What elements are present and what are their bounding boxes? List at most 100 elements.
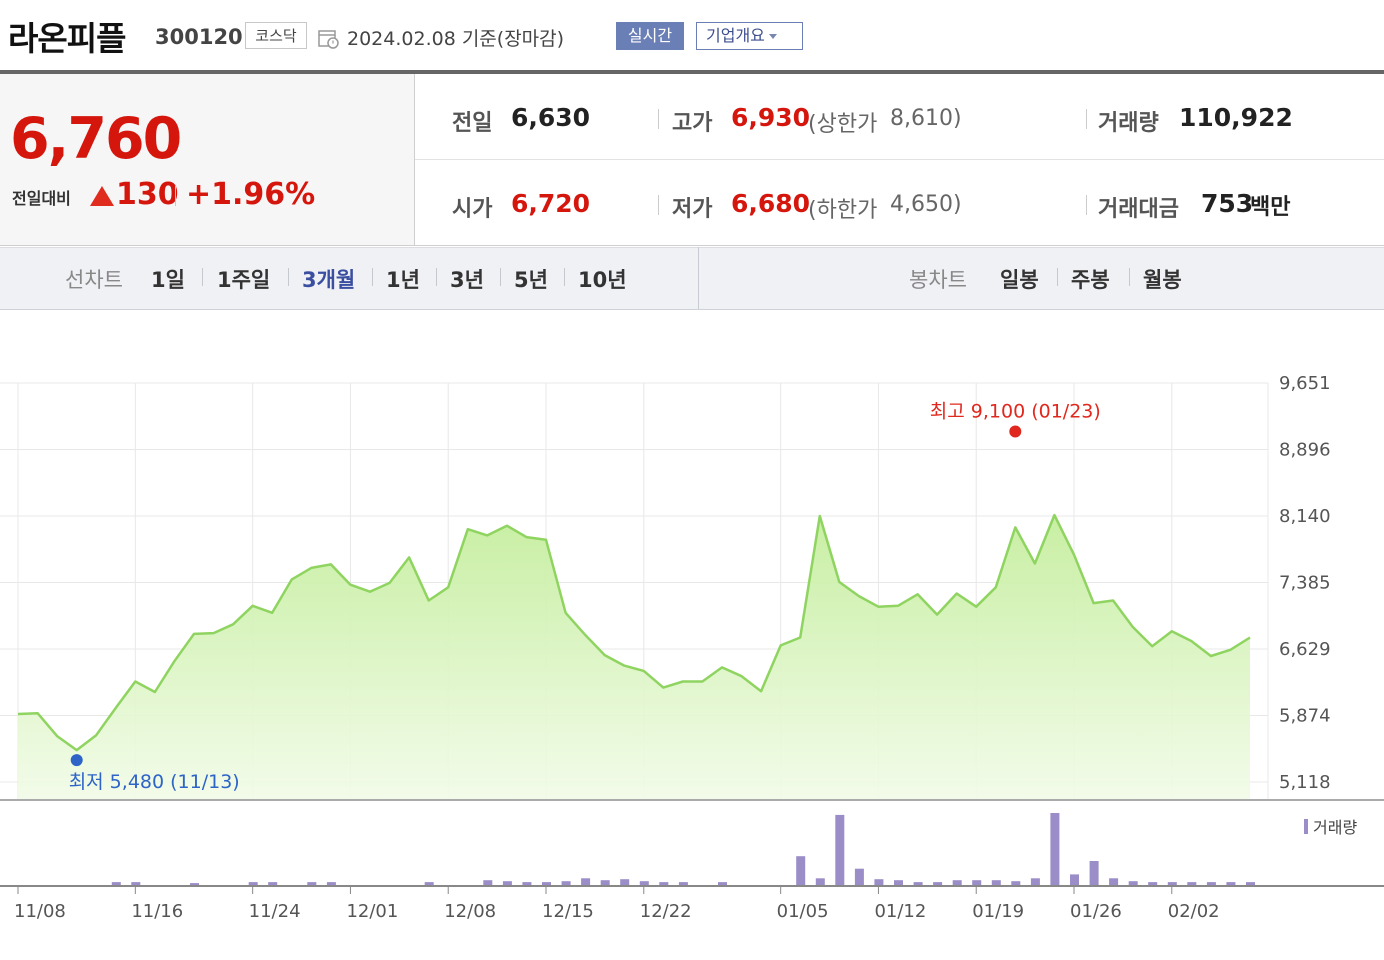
quote-date: 2024.02.08 기준(장마감) [347,28,565,50]
tab-1day[interactable]: 1일 [151,268,185,292]
volume-bar [522,882,532,885]
open-value: 6,720 [511,189,591,218]
x-tick-label: 01/19 [972,901,1024,922]
volume-bar [1167,882,1177,885]
volume-bar [796,856,806,885]
volume-bar [1070,874,1079,885]
quote-separator [1086,109,1087,129]
tab-1week[interactable]: 1주일 [217,268,271,292]
volume-bar [1187,882,1197,885]
volume-bar [307,882,317,885]
volume-bar [1011,881,1021,885]
x-tick-label: 11/16 [131,901,183,922]
market-badge: 코스닥 [245,22,307,49]
tab-5year[interactable]: 5년 [514,268,548,292]
realtime-button[interactable]: 실시간 [616,22,684,50]
volume-bar [620,879,630,885]
current-price: 6,760 [10,106,182,172]
volume-bar [483,880,493,885]
x-tick-label: 01/05 [777,901,829,922]
volume-bar [111,882,121,885]
y-tick-label: 8,140 [1279,506,1331,527]
y-axis-labels: 9,651 8,896 8,140 7,385 6,629 5,874 5,118 [1279,373,1331,793]
change-separator [175,186,176,206]
low-value: 6,680 [731,189,811,218]
candle-chart-label: 봉차트 [909,268,967,292]
volume-bar [1050,813,1060,885]
tab-daily-candle[interactable]: 일봉 [1000,268,1039,292]
upper-limit-label: (상한가 [808,112,878,137]
high-marker [1009,425,1022,438]
volume-bar [248,882,258,885]
company-overview-label: 기업개요 [706,26,765,45]
x-tick-label: 12/15 [542,901,594,922]
tab-1year[interactable]: 1년 [386,268,420,292]
header-divider [0,70,1384,74]
calendar-clock-icon [318,30,339,49]
x-tick-label: 01/26 [1070,901,1122,922]
price-chart: 9,651 8,896 8,140 7,385 6,629 5,874 5,118 11/0… [0,373,1384,922]
tab-weekly-candle[interactable]: 주봉 [1071,268,1110,292]
volume-bar [639,881,649,885]
volume-bars [111,813,1255,885]
high-annotation: 최고 9,100 (01/23) [930,401,1101,423]
volume-bar [502,881,512,885]
volume-bar [1109,878,1119,885]
open-label: 시가 [452,197,493,222]
volume-bar [561,881,571,885]
volume-bar [600,880,610,885]
tab-monthly-candle[interactable]: 월봉 [1143,268,1182,292]
change-label: 전일대비 [12,189,71,208]
volume-bar [326,882,336,885]
quote-separator [658,109,659,129]
chart-tab-bar [0,247,1384,310]
volume-bar [1128,881,1138,885]
tab-3year[interactable]: 3년 [450,268,484,292]
y-tick-label: 5,874 [1279,706,1331,727]
company-name: 라온피플 [8,19,126,58]
volume-bar [678,882,688,885]
volume-bar [268,882,278,885]
prev-close-value: 6,630 [511,103,591,132]
volume-bar [991,880,1001,885]
trade-value: 753 [1201,189,1254,218]
tab-separator [288,268,289,286]
tab-separator [202,268,203,286]
y-tick-label: 7,385 [1279,573,1331,594]
y-tick-label: 9,651 [1279,373,1331,394]
x-tick-label: 12/22 [640,901,692,922]
tab-separator [436,268,437,286]
volume-label: 거래량 [1098,111,1159,136]
tab-3month[interactable]: 3개월 [302,268,356,292]
up-triangle-icon [90,186,114,206]
change-rate: +1.96% [186,177,316,212]
volume-bar [581,878,591,885]
quote-separator [1086,195,1087,215]
company-overview-dropdown[interactable]: 기업개요 [696,22,803,50]
prev-close-label: 전일 [452,111,493,136]
tab-group-divider [698,247,699,309]
trade-value-label: 거래대금 [1098,197,1179,222]
quote-row-divider [415,159,1384,160]
y-tick-label: 8,896 [1279,440,1331,461]
x-tick-label: 11/08 [14,901,66,922]
volume-legend: 거래량 [1313,818,1357,837]
line-chart-label: 선차트 [65,268,123,292]
x-tick-label: 11/24 [249,901,301,922]
x-tick-label: 01/12 [874,901,926,922]
low-annotation: 최저 5,480 (11/13) [69,771,240,793]
tab-separator [500,268,501,286]
stock-code: 300120 [155,25,243,49]
x-axis-labels: 11/08 11/16 11/24 12/01 12/08 12/15 12/22 01/05… [14,886,1220,922]
volume-bar [933,882,943,885]
volume-bar [835,814,845,885]
stock-header: 라온피플 300120 코스닥 2024.02.08 기준(장마감) 실시간 기… [0,0,1384,72]
price-line [17,513,1251,752]
lower-limit-value: 4,650) [890,192,962,217]
tab-separator [1057,268,1058,286]
tab-10year[interactable]: 10년 [578,268,627,292]
tab-separator [372,268,373,286]
high-value: 6,930 [731,103,811,132]
volume-bar [424,882,434,885]
x-tick-label: 12/08 [444,901,496,922]
